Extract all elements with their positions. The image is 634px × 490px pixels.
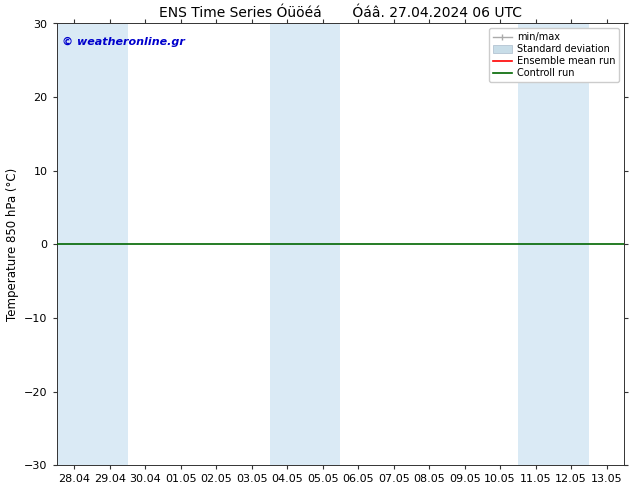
Bar	[305, 24, 340, 465]
Bar	[56, 24, 92, 465]
Legend: min/max, Standard deviation, Ensemble mean run, Controll run: min/max, Standard deviation, Ensemble me…	[489, 28, 619, 82]
Bar	[553, 24, 589, 465]
Bar	[92, 24, 127, 465]
Text: © weatheronline.gr: © weatheronline.gr	[62, 37, 185, 47]
Bar	[518, 24, 553, 465]
Bar	[269, 24, 305, 465]
Title: ENS Time Series Óüöéá       Óáâ. 27.04.2024 06 UTC: ENS Time Series Óüöéá Óáâ. 27.04.2024 06…	[159, 5, 522, 20]
Y-axis label: Temperature 850 hPa (°C): Temperature 850 hPa (°C)	[6, 168, 18, 321]
